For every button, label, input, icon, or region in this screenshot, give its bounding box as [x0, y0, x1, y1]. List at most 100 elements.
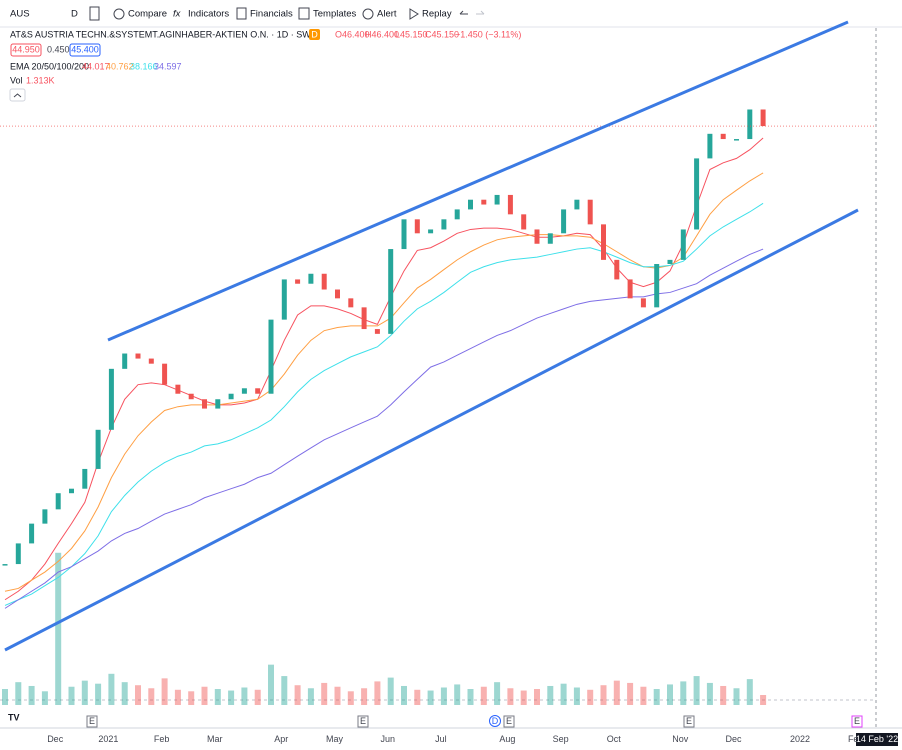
ema-value: 38.166	[130, 61, 158, 71]
volume-bar	[613, 680, 620, 705]
x-tick-label: Fe	[848, 734, 859, 744]
price-bar	[401, 219, 407, 250]
badge	[309, 29, 320, 40]
event-badge	[86, 715, 98, 728]
alert-icon[interactable]	[362, 8, 374, 20]
volume-bar	[374, 681, 381, 705]
price-bar	[42, 509, 48, 524]
financials-icon[interactable]	[236, 7, 247, 20]
event-label: E	[360, 716, 366, 726]
undo[interactable]	[459, 10, 468, 15]
price-bar	[135, 353, 141, 359]
volume-bar	[507, 688, 514, 705]
ema-value: 44.017	[82, 61, 110, 71]
volume-bar	[520, 690, 527, 705]
trend-line[interactable]	[107, 20, 849, 342]
replay-icon[interactable]	[409, 8, 419, 20]
price-bar	[507, 194, 513, 215]
price-bar	[321, 273, 327, 290]
volume-bar	[653, 689, 660, 705]
price-bar	[335, 289, 340, 299]
volume-bar	[214, 689, 221, 705]
toolbar-item[interactable]: Templates	[313, 9, 357, 20]
price-bar	[654, 263, 660, 308]
price-bar	[202, 399, 207, 409]
volume-bar	[573, 687, 580, 705]
toolbar	[0, 0, 902, 27]
event-badge	[851, 715, 863, 728]
price-bar	[55, 493, 61, 510]
event-badge	[503, 715, 515, 728]
price-bar	[281, 279, 287, 320]
volume-bar	[454, 684, 461, 705]
price-bar	[255, 388, 261, 394]
price-bar	[295, 279, 301, 284]
price-bar	[481, 199, 487, 205]
volume-bar	[427, 690, 434, 705]
price-bar	[2, 564, 8, 566]
volume-bar	[560, 683, 567, 705]
x-tick-label: May	[326, 734, 344, 744]
price-bar	[587, 199, 593, 225]
redo[interactable]	[476, 10, 485, 15]
toolbar-item[interactable]: Alert	[377, 9, 397, 20]
price-bar	[348, 298, 354, 308]
trend-line[interactable]	[4, 208, 859, 652]
badge-text: D	[311, 29, 318, 39]
spread: 0.450	[47, 44, 70, 54]
interval[interactable]: D	[71, 9, 78, 20]
price-bar	[108, 368, 114, 430]
volume-bar	[440, 687, 447, 705]
ema-line	[4, 202, 764, 606]
volume-bar	[746, 679, 753, 705]
price-bar	[374, 329, 380, 334]
volume-bar	[108, 673, 115, 705]
price-bar	[734, 139, 739, 141]
chart-style-icon[interactable]	[89, 6, 100, 21]
volume-bar	[361, 688, 368, 705]
volume-bar	[414, 689, 421, 705]
price-bar	[720, 133, 726, 140]
logo[interactable]: TV	[8, 712, 20, 722]
plot	[0, 109, 876, 705]
volume-bar	[148, 688, 155, 705]
price-bar	[268, 319, 274, 394]
toolbar-item[interactable]: Compare	[128, 9, 167, 20]
volume-bar	[401, 685, 407, 705]
ema-value: 40.762	[106, 61, 134, 71]
volume-bar	[680, 681, 687, 705]
toolbar-item[interactable]: Indicators	[188, 9, 229, 20]
toolbar-item[interactable]: Replay	[422, 9, 452, 20]
templates-icon[interactable]	[298, 7, 310, 20]
x-tick-label: Nov	[672, 734, 689, 744]
ohlc-value: O46.400	[335, 29, 370, 39]
price-bar	[308, 273, 314, 284]
ohlc-value: C45.150	[425, 29, 459, 39]
price-bar	[614, 259, 620, 280]
x-tick-label: Dec	[725, 734, 742, 744]
toolbar-item[interactable]: Financials	[250, 9, 293, 20]
volume-bar	[254, 689, 261, 705]
indicators-icon[interactable]: fx	[173, 9, 182, 20]
price-bar	[760, 109, 766, 127]
event-label: E	[854, 716, 860, 726]
price-bar	[188, 393, 194, 400]
compare-icon[interactable]	[113, 8, 125, 20]
price-bar	[441, 219, 447, 230]
price-bar	[468, 199, 473, 210]
ask-box[interactable]	[69, 43, 101, 57]
collapse-button[interactable]	[9, 88, 26, 102]
event-label: E	[506, 716, 512, 726]
volume-bar	[480, 686, 487, 705]
volume-bar	[321, 682, 328, 705]
symbol[interactable]: AUS	[10, 9, 30, 20]
bid-box[interactable]	[10, 43, 42, 57]
ohlc-value: −1.450 (−3.11%)	[455, 29, 521, 39]
ohlc-value: H46.400	[365, 29, 399, 39]
volume-bar	[268, 664, 274, 705]
event-label: D	[492, 716, 499, 726]
price-bar	[414, 219, 420, 234]
